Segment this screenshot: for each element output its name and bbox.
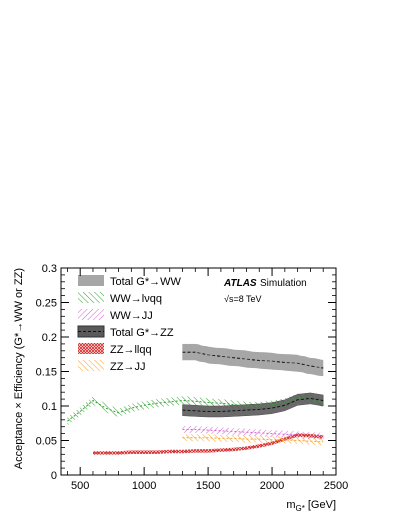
series-bands <box>67 343 324 455</box>
x-axis-label-unit: [GeV] <box>308 499 336 511</box>
x-axis-label-main: m <box>286 499 295 511</box>
legend-swatch-ww-jj <box>78 309 104 320</box>
experiment-label: ATLAS <box>223 278 257 289</box>
y-tick-label: 0.15 <box>36 367 57 379</box>
legend-label-ww-l-qq: WW→lνqq <box>110 293 162 305</box>
y-axis-label: Acceptance × Efficiency (G*→WW or ZZ) <box>13 268 25 469</box>
y-tick-label: 0.25 <box>36 298 57 310</box>
x-tick-label: 1500 <box>196 480 220 492</box>
x-axis-label: mG* [GeV] <box>286 499 336 513</box>
y-tick-label: 0.3 <box>42 263 57 275</box>
line-zz-llqq <box>93 434 324 454</box>
legend-label-ww-jj: WW→JJ <box>110 310 153 322</box>
x-tick-label: 2000 <box>260 480 284 492</box>
simulation-label: Simulation <box>260 278 307 289</box>
y-tick-label: 0.1 <box>42 401 57 413</box>
band-zz-jj <box>182 434 324 446</box>
line-total-g-zz <box>182 397 324 412</box>
legend-label-zz-jj: ZZ→JJ <box>110 361 145 373</box>
line-total-g-ww <box>182 351 324 369</box>
y-tick-label: 0.05 <box>36 436 57 448</box>
legend-swatch-zz-llqq <box>78 343 104 354</box>
legend-label-total-g-zz: Total G*→ZZ <box>110 327 174 339</box>
band-ww-jj <box>182 426 324 440</box>
y-tick-label: 0.2 <box>42 332 57 344</box>
y-axis-ticks: 0 0.05 0.1 0.15 0.2 0.25 0.3 <box>36 263 336 482</box>
series-lines <box>67 351 324 454</box>
x-tick-label: 500 <box>71 480 89 492</box>
atlas-label: ATLAS Simulation √s=8 TeV <box>223 278 307 304</box>
legend-swatch-total-g-ww <box>78 275 104 286</box>
band-total-g-zz <box>182 392 324 418</box>
x-tick-label: 2500 <box>324 480 348 492</box>
x-axis-ticks: 500 1000 1500 2000 2500 <box>66 268 348 492</box>
energy-label: √s=8 TeV <box>224 294 262 304</box>
legend-swatch-ww-l-qq <box>78 292 104 303</box>
x-axis-label-sub: G* <box>296 504 305 513</box>
legend-label-total-g-ww: Total G*→WW <box>110 276 182 288</box>
line-zz-jj <box>182 437 324 443</box>
y-tick-label: 0 <box>51 470 57 482</box>
line-ww-l-qq <box>67 397 324 422</box>
x-tick-label: 1000 <box>132 480 156 492</box>
legend-label-zz-llqq: ZZ→llqq <box>110 344 152 356</box>
legend: Total G*→WW WW→lνqq WW→JJ Total G*→ZZ ZZ→llq… <box>77 275 182 373</box>
legend-swatch-zz-jj <box>78 360 104 371</box>
